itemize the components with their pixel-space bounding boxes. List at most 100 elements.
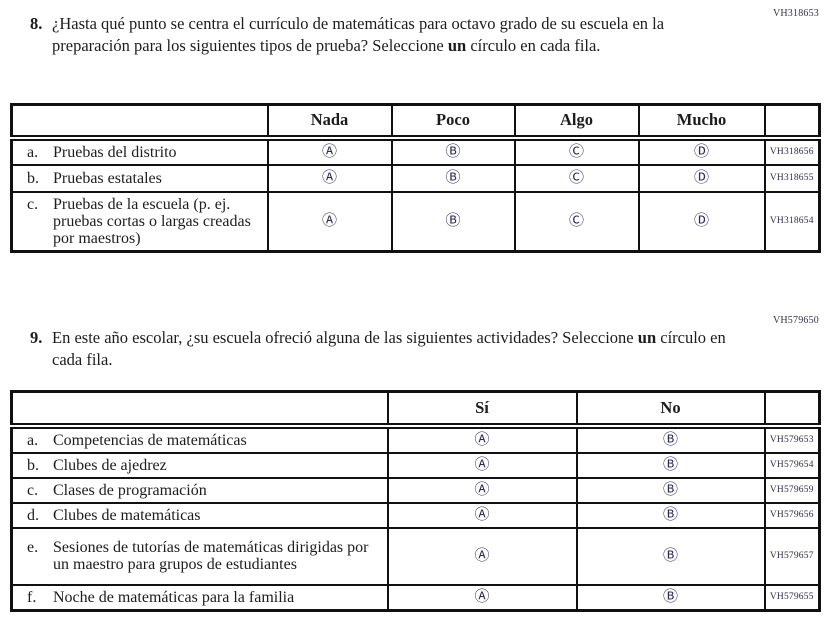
table-row: f. Noche de matemáticas para la familia Ⓐ… xyxy=(10,583,821,611)
q8-row-b-label: b. Pruebas estatales xyxy=(10,163,269,193)
option-bubble-c[interactable]: Ⓒ xyxy=(568,142,584,160)
question-9-text-after: círculo en cada fila. xyxy=(52,328,726,369)
table-row: a. Pruebas del distrito Ⓐ Ⓑ Ⓒ Ⓓ VH318656 xyxy=(10,136,821,166)
row-letter: b. xyxy=(27,169,39,187)
row-label-text: Competencias de matemáticas xyxy=(53,431,247,449)
row-letter: c. xyxy=(27,195,39,213)
q8-row-a-option-poco-cell: Ⓑ xyxy=(390,136,516,166)
question-8-text: ¿Hasta qué punto se centra el currículo … xyxy=(52,13,744,57)
q8-header-nada: Nada xyxy=(266,103,393,141)
row-label-text: Noche de matemáticas para la familia xyxy=(53,588,295,606)
option-bubble-a[interactable]: Ⓐ xyxy=(474,587,490,605)
q8-row-a-label: a. Pruebas del distrito xyxy=(10,136,269,166)
q9-header-code-empty xyxy=(763,390,821,429)
row-vhcode: VH579654 xyxy=(763,451,821,479)
question-9-text-bold: un xyxy=(637,328,657,347)
row-vhcode: VH579657 xyxy=(763,526,821,586)
q9-row-c-label: c. Clases de programación xyxy=(10,476,389,504)
q9-row-d-label: d. Clubes de matemáticas xyxy=(10,501,389,529)
q8-header-algo: Algo xyxy=(513,103,640,141)
option-bubble-a[interactable]: Ⓐ xyxy=(321,168,337,186)
row-vhcode: VH579659 xyxy=(763,476,821,504)
row-letter: c. xyxy=(27,481,39,499)
q8-row-b-option-poco-cell: Ⓑ xyxy=(390,163,516,193)
q8-header-mucho: Mucho xyxy=(637,103,766,141)
option-bubble-b[interactable]: Ⓑ xyxy=(662,505,678,523)
row-letter: d. xyxy=(27,506,39,524)
row-label-text: Clases de programación xyxy=(53,481,207,499)
row-vhcode: VH579653 xyxy=(763,424,821,454)
q8-row-b-option-algo-cell: Ⓒ xyxy=(513,163,640,193)
question-9-text: En este año escolar, ¿su escuela ofreció… xyxy=(52,327,752,371)
row-letter: a. xyxy=(27,143,39,161)
q9-row-f-option-no-cell: Ⓑ xyxy=(575,583,766,611)
q9-row-b-label: b. Clubes de ajedrez xyxy=(10,451,389,479)
q9-row-d-option-si-cell: Ⓐ xyxy=(386,501,578,529)
option-bubble-d[interactable]: Ⓓ xyxy=(693,142,709,160)
option-bubble-b[interactable]: Ⓑ xyxy=(662,546,678,564)
table-row: d. Clubes de matemáticas Ⓐ Ⓑ VH579656 xyxy=(10,501,821,529)
q8-row-c-option-poco-cell: Ⓑ xyxy=(390,190,516,252)
option-bubble-a[interactable]: Ⓐ xyxy=(474,505,490,523)
q8-row-a-option-algo-cell: Ⓒ xyxy=(513,136,640,166)
option-bubble-b[interactable]: Ⓑ xyxy=(445,168,461,186)
question-9-vhcode: VH579650 xyxy=(772,315,819,326)
q8-row-c-option-mucho-cell: Ⓓ xyxy=(637,190,766,252)
option-bubble-b[interactable]: Ⓑ xyxy=(662,455,678,473)
option-bubble-a[interactable]: Ⓐ xyxy=(474,430,490,448)
question-9: 9. En este año escolar, ¿su escuela ofre… xyxy=(30,327,748,371)
question-8-vhcode: VH318653 xyxy=(772,8,819,19)
q9-header-row: Sí No xyxy=(10,390,821,429)
q9-row-d-option-no-cell: Ⓑ xyxy=(575,501,766,529)
question-8-text-after: círculo en cada fila. xyxy=(470,36,601,55)
option-bubble-b[interactable]: Ⓑ xyxy=(662,480,678,498)
q9-row-e-option-no-cell: Ⓑ xyxy=(575,526,766,586)
q8-row-a-option-nada-cell: Ⓐ xyxy=(266,136,393,166)
q9-row-c-option-si-cell: Ⓐ xyxy=(386,476,578,504)
q8-row-b-option-nada-cell: Ⓐ xyxy=(266,163,393,193)
row-letter: a. xyxy=(27,431,39,449)
question-9-table: Sí No a. Competencias de matemáticas Ⓐ Ⓑ … xyxy=(10,390,821,612)
q9-row-f-label: f. Noche de matemáticas para la familia xyxy=(10,583,389,611)
q9-row-a-label: a. Competencias de matemáticas xyxy=(10,424,389,454)
option-bubble-b[interactable]: Ⓑ xyxy=(445,142,461,160)
row-label-text: Pruebas de la escuela (p. ej. pruebas co… xyxy=(53,195,251,247)
q9-row-b-option-si-cell: Ⓐ xyxy=(386,451,578,479)
q9-row-a-option-si-cell: Ⓐ xyxy=(386,424,578,454)
option-bubble-d[interactable]: Ⓓ xyxy=(693,168,709,186)
option-bubble-a[interactable]: Ⓐ xyxy=(321,211,337,229)
q9-row-e-label: e. Sesiones de tutorías de matemáticas di… xyxy=(10,526,389,586)
option-bubble-a[interactable]: Ⓐ xyxy=(474,546,490,564)
row-letter: b. xyxy=(27,456,39,474)
option-bubble-d[interactable]: Ⓓ xyxy=(693,211,709,229)
question-8-text-before: ¿Hasta qué punto se centra el currículo … xyxy=(52,14,665,55)
question-8: 8. ¿Hasta qué punto se centra el currícu… xyxy=(30,13,748,57)
q8-header-poco: Poco xyxy=(390,103,516,141)
q8-header-code-empty xyxy=(763,103,821,141)
row-label-text: Pruebas del distrito xyxy=(53,143,177,161)
option-bubble-b[interactable]: Ⓑ xyxy=(662,587,678,605)
q8-header-empty xyxy=(10,103,269,141)
q8-row-a-option-mucho-cell: Ⓓ xyxy=(637,136,766,166)
q9-header-no: No xyxy=(575,390,766,429)
table-row: a. Competencias de matemáticas Ⓐ Ⓑ VH5796… xyxy=(10,424,821,454)
option-bubble-b[interactable]: Ⓑ xyxy=(662,430,678,448)
q9-row-b-option-no-cell: Ⓑ xyxy=(575,451,766,479)
q8-header-row: Nada Poco Algo Mucho xyxy=(10,103,821,141)
option-bubble-a[interactable]: Ⓐ xyxy=(321,142,337,160)
row-label-text: Pruebas estatales xyxy=(53,169,162,187)
option-bubble-a[interactable]: Ⓐ xyxy=(474,455,490,473)
table-row: b. Clubes de ajedrez Ⓐ Ⓑ VH579654 xyxy=(10,451,821,479)
row-label-text: Clubes de matemáticas xyxy=(53,506,201,524)
option-bubble-a[interactable]: Ⓐ xyxy=(474,480,490,498)
option-bubble-b[interactable]: Ⓑ xyxy=(445,211,461,229)
q9-row-a-option-no-cell: Ⓑ xyxy=(575,424,766,454)
question-8-text-bold: un xyxy=(447,36,467,55)
option-bubble-c[interactable]: Ⓒ xyxy=(568,211,584,229)
q9-header-empty xyxy=(10,390,389,429)
q9-header-si: Sí xyxy=(386,390,578,429)
q8-row-c-option-algo-cell: Ⓒ xyxy=(513,190,640,252)
row-vhcode: VH579656 xyxy=(763,501,821,529)
table-row: c. Pruebas de la escuela (p. ej. pruebas … xyxy=(10,190,821,252)
option-bubble-c[interactable]: Ⓒ xyxy=(568,168,584,186)
